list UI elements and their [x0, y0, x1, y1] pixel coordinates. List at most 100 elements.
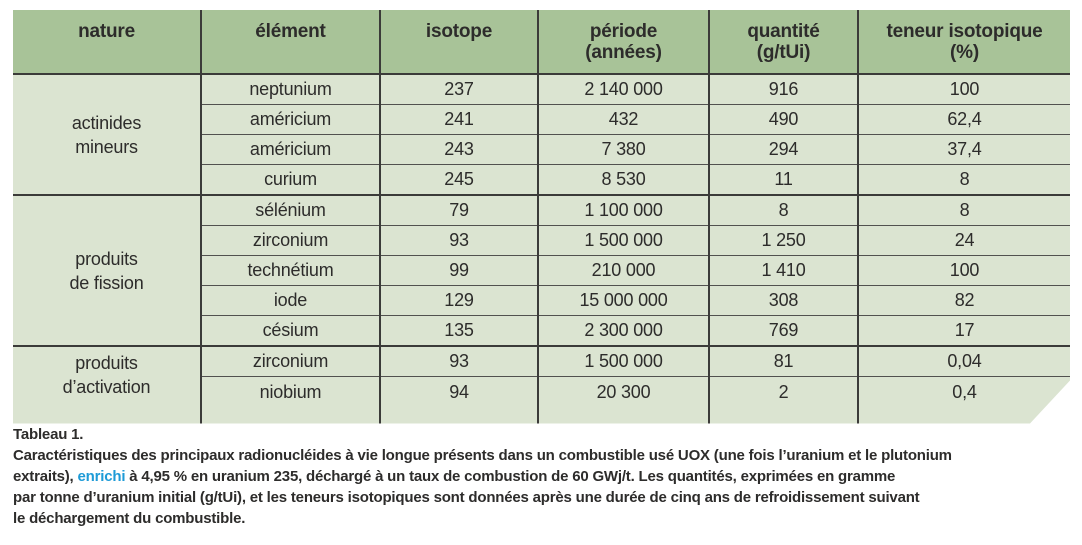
cell-isotope: 245: [380, 165, 538, 196]
cell-teneur: 8: [858, 195, 1070, 226]
nature-label: actinides: [71, 112, 142, 133]
cell-quantite: 308: [709, 286, 858, 316]
cell-isotope: 237: [380, 74, 538, 105]
nature-label: de fission: [69, 272, 144, 293]
cell-periode: 1 500 000: [538, 346, 709, 377]
cell-teneur: 8: [858, 165, 1070, 196]
cell-quantite: 2: [709, 377, 858, 424]
cell-teneur: 100: [858, 256, 1070, 286]
header-cell-nature: nature: [13, 10, 201, 74]
cell-periode: 15 000 000: [538, 286, 709, 316]
table-row: iode 129 15 000 000 308 82: [13, 286, 1070, 316]
cell-element: américium: [201, 135, 380, 165]
cell-element: sélénium: [201, 195, 380, 226]
cell-element: iode: [201, 286, 380, 316]
header-cell-periode: période (années): [538, 10, 709, 74]
nature-label: d’activation: [62, 377, 151, 398]
cell-isotope: 99: [380, 256, 538, 286]
caption-title: Tableau 1.: [13, 426, 84, 443]
cell-quantite: 81: [709, 346, 858, 377]
cell-isotope: 243: [380, 135, 538, 165]
table-row: curium 245 8 530 11 8: [13, 165, 1070, 196]
header-cell-quantite: quantité (g/tUi): [709, 10, 858, 74]
cell-element: niobium: [201, 377, 380, 424]
table-row: niobium 94 20 300 2 0,4: [13, 377, 1070, 424]
header-label: élément: [255, 21, 326, 42]
cell-periode: 7 380: [538, 135, 709, 165]
cell-teneur: 0,04: [858, 346, 1070, 377]
caption-line: Caractéristiques des principaux radionuc…: [13, 447, 952, 464]
cell-element: zirconium: [201, 226, 380, 256]
cell-element: américium: [201, 105, 380, 135]
nature-label: produits: [75, 353, 138, 374]
cell-teneur: 24: [858, 226, 1070, 256]
caption-text: extraits),: [13, 468, 78, 485]
table-body: actinides mineurs neptunium 237 2 140 00…: [13, 74, 1070, 424]
cell-teneur: 17: [858, 316, 1070, 347]
table-row: zirconium 93 1 500 000 1 250 24: [13, 226, 1070, 256]
cell-teneur: 37,4: [858, 135, 1070, 165]
cell-quantite: 916: [709, 74, 858, 105]
nature-cell-produits-de-fission: produits de fission: [13, 195, 201, 346]
header-row: nature élément isotope période (années): [13, 10, 1070, 74]
header-cell-element: élément: [201, 10, 380, 74]
cell-periode: 8 530: [538, 165, 709, 196]
cell-teneur: 62,4: [858, 105, 1070, 135]
table-header: nature élément isotope période (années): [13, 10, 1070, 74]
radionuclide-table-container: nature élément isotope période (années): [13, 10, 1070, 424]
table-row: produits d’activation zirconium 93 1 500…: [13, 346, 1070, 377]
nature-cell-produits-d-activation: produits d’activation: [13, 346, 201, 424]
header-label: teneur isotopique: [886, 21, 1043, 42]
cell-quantite: 1 410: [709, 256, 858, 286]
table-row: technétium 99 210 000 1 410 100: [13, 256, 1070, 286]
cell-quantite: 1 250: [709, 226, 858, 256]
cell-element: zirconium: [201, 346, 380, 377]
cell-periode: 210 000: [538, 256, 709, 286]
nature-label: produits: [75, 248, 138, 269]
cell-periode: 432: [538, 105, 709, 135]
caption-line: extraits), enrichi à 4,95 % en uranium 2…: [13, 466, 952, 487]
header-cell-isotope: isotope: [380, 10, 538, 74]
cell-teneur: 100: [858, 74, 1070, 105]
cell-isotope: 241: [380, 105, 538, 135]
table-caption: Tableau 1. Caractéristiques des principa…: [13, 424, 952, 529]
header-sublabel: (années): [585, 42, 662, 63]
cell-isotope: 129: [380, 286, 538, 316]
caption-line: le déchargement du combustible.: [13, 510, 246, 527]
cell-isotope: 93: [380, 346, 538, 377]
cell-periode: 1 500 000: [538, 226, 709, 256]
cell-quantite: 294: [709, 135, 858, 165]
table-row: produits de fission sélénium 79 1 100 00…: [13, 195, 1070, 226]
header-label: isotope: [425, 21, 493, 42]
table-row: actinides mineurs neptunium 237 2 140 00…: [13, 74, 1070, 105]
cell-quantite: 8: [709, 195, 858, 226]
nature-cell-actinides-mineurs: actinides mineurs: [13, 74, 201, 195]
cell-periode: 2 300 000: [538, 316, 709, 347]
caption-line: par tonne d’uranium initial (g/tUi), et …: [13, 489, 920, 506]
caption-text: à 4,95 % en uranium 235, déchargé à un t…: [125, 468, 896, 485]
cell-quantite: 490: [709, 105, 858, 135]
header-sublabel: (%): [950, 42, 979, 63]
cell-periode: 2 140 000: [538, 74, 709, 105]
cell-teneur: 82: [858, 286, 1070, 316]
cell-quantite: 769: [709, 316, 858, 347]
cell-isotope: 135: [380, 316, 538, 347]
cell-periode: 1 100 000: [538, 195, 709, 226]
radionuclide-table: nature élément isotope période (années): [13, 10, 1070, 424]
header-label: période: [589, 21, 658, 42]
cell-element: curium: [201, 165, 380, 196]
enrichi-glossary-link[interactable]: enrichi: [77, 468, 126, 485]
table-row: américium 241 432 490 62,4: [13, 105, 1070, 135]
header-label: nature: [78, 21, 135, 42]
cell-quantite: 11: [709, 165, 858, 196]
header-label: quantité: [747, 21, 820, 42]
nature-label: mineurs: [75, 136, 138, 157]
cell-isotope: 79: [380, 195, 538, 226]
cell-element: neptunium: [201, 74, 380, 105]
cell-teneur: 0,4: [858, 377, 1070, 424]
cell-isotope: 94: [380, 377, 538, 424]
header-cell-teneur: teneur isotopique (%): [858, 10, 1070, 74]
cell-element: technétium: [201, 256, 380, 286]
header-sublabel: (g/tUi): [756, 42, 811, 63]
cell-element: césium: [201, 316, 380, 347]
